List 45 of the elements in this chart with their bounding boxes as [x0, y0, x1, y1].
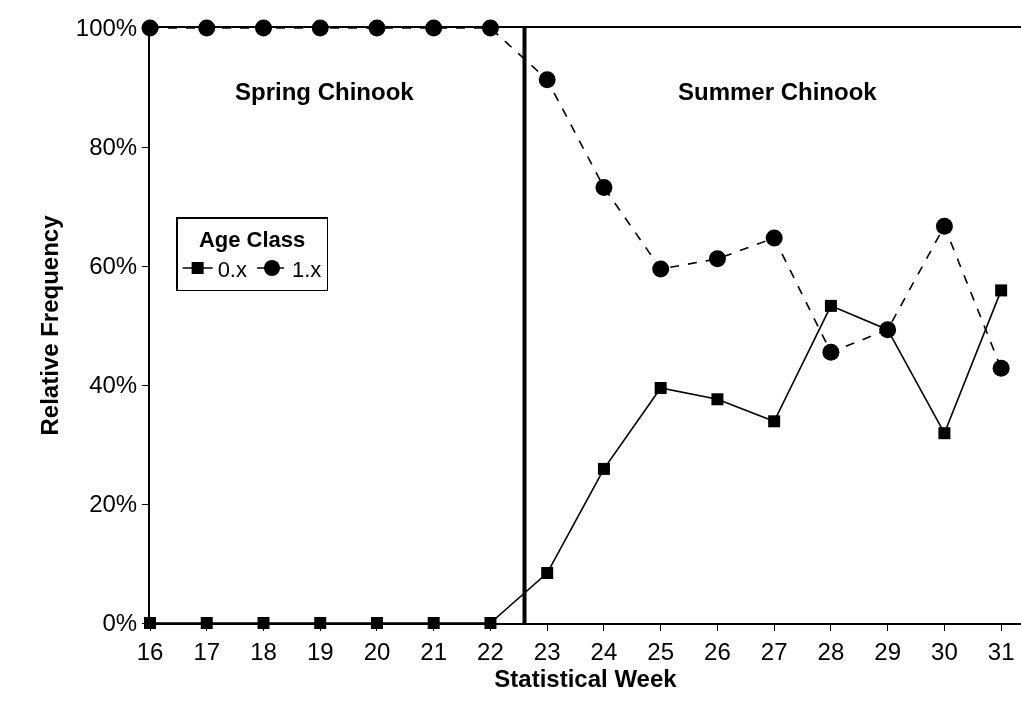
x-tick-label: 17 [193, 637, 221, 665]
legend-label: 1.x [291, 256, 322, 282]
y-tick-label: 0% [102, 609, 138, 637]
x-tick-label: 20 [363, 637, 391, 665]
legend-label: 0.x [217, 256, 247, 282]
x-tick-label: 31 [987, 637, 1015, 665]
point [995, 284, 1008, 297]
point [597, 462, 610, 475]
x-tick-label: 30 [931, 637, 958, 665]
x-tick-label: 23 [533, 637, 561, 665]
x-tick-label: 22 [477, 637, 504, 665]
y-tick-label: 40% [89, 371, 138, 399]
y-tick-label: 20% [89, 490, 138, 518]
point [595, 178, 613, 196]
x-tick-label: 25 [647, 637, 675, 665]
point [654, 381, 667, 394]
legend-title: Age Class [198, 227, 306, 253]
x-tick-label: 18 [250, 637, 277, 665]
point [935, 217, 953, 235]
y-tick-label: 100% [75, 14, 138, 42]
x-tick-label: 27 [760, 637, 788, 665]
point [708, 250, 726, 268]
point [652, 260, 670, 278]
point [992, 359, 1010, 377]
point [938, 427, 951, 440]
point [765, 229, 783, 247]
x-axis-title: Statistical Week [494, 664, 678, 692]
annotation: Spring Chinook [235, 78, 415, 105]
x-tick-label: 24 [590, 637, 618, 665]
y-axis-title: Relative Frequency [36, 214, 64, 436]
x-tick-label: 26 [704, 637, 731, 665]
x-tick-label: 16 [136, 637, 164, 665]
x-tick-label: 29 [874, 637, 901, 665]
y-tick-label: 80% [89, 133, 138, 161]
point [711, 393, 724, 406]
point [768, 415, 781, 428]
point [541, 567, 554, 580]
y-tick-label: 60% [89, 252, 138, 280]
x-tick-label: 19 [306, 637, 334, 665]
point [538, 71, 556, 89]
annotation: Summer Chinook [678, 78, 878, 105]
point [824, 299, 837, 312]
point [822, 343, 840, 361]
x-tick-label: 28 [817, 637, 845, 665]
x-tick-label: 21 [420, 637, 448, 665]
